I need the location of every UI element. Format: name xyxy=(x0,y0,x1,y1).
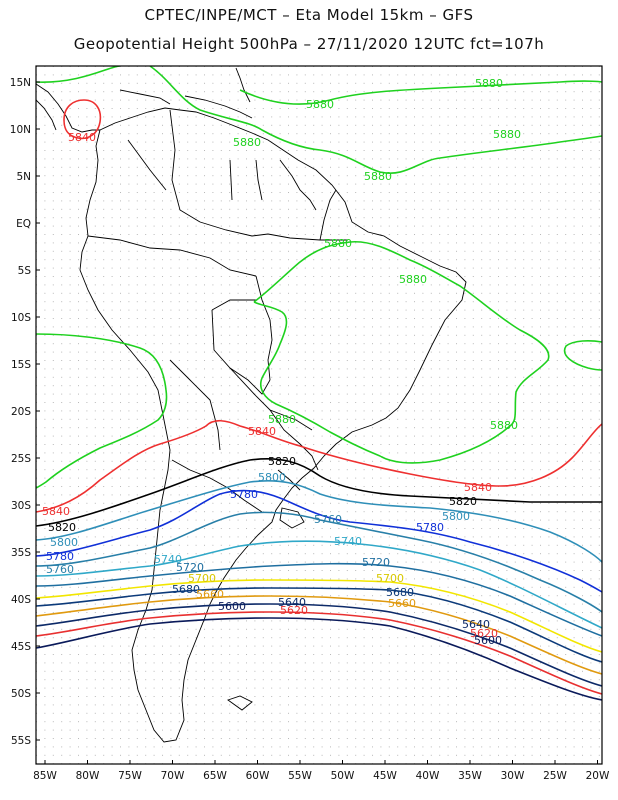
map-title: CPTEC/INPE/MCT – Eta Model 15km – GFS xyxy=(144,6,474,24)
lon-tick-label: 35W xyxy=(458,770,482,782)
lon-tick-label: 40W xyxy=(416,770,440,782)
label-5700: 5700 xyxy=(188,572,216,585)
label-5760: 5760 xyxy=(46,563,74,576)
lon-tick-label: 70W xyxy=(161,770,185,782)
contour-5880-east xyxy=(563,340,602,371)
lon-tick-label: 20W xyxy=(586,770,610,782)
map-subtitle: Geopotential Height 500hPa – 27/11/2020 … xyxy=(73,35,545,53)
latitude-axis: 15N 10N 5N EQ 5S 10S 15S 20S 25S 30S 35S 40S 45S 50S 5… xyxy=(10,77,32,747)
lat-tick-label: 55S xyxy=(11,735,31,747)
lon-tick-label: 45W xyxy=(373,770,397,782)
lat-tick-label: 10S xyxy=(11,312,31,324)
label-5880: 5880 xyxy=(268,413,296,426)
label-5640: 5640 xyxy=(462,618,490,631)
label-5620: 5620 xyxy=(280,604,308,617)
label-5880: 5880 xyxy=(399,273,427,286)
lon-tick-label: 80W xyxy=(76,770,100,782)
label-5840: 5840 xyxy=(68,131,96,144)
lon-tick-label: 85W xyxy=(33,770,57,782)
label-5800: 5800 xyxy=(258,471,286,484)
label-5640: 5640 xyxy=(278,596,306,609)
lat-tick-label: EQ xyxy=(16,218,31,230)
contour-5680 xyxy=(36,587,602,663)
lon-tick-label: 50W xyxy=(331,770,355,782)
contour-5800 xyxy=(36,479,602,563)
label-5600: 5600 xyxy=(218,600,246,613)
contour-5760 xyxy=(36,511,602,613)
contour-5620 xyxy=(36,611,602,695)
contour-5640 xyxy=(36,603,602,687)
label-5660: 5660 xyxy=(196,588,224,601)
lon-tick-label: 65W xyxy=(203,770,227,782)
contour-5820 xyxy=(36,457,602,527)
lat-tick-label: 50S xyxy=(11,688,31,700)
lat-tick-label: 40S xyxy=(11,594,31,606)
label-5880: 5880 xyxy=(306,98,334,111)
label-5800: 5800 xyxy=(442,510,470,523)
label-5880: 5880 xyxy=(493,128,521,141)
label-5720: 5720 xyxy=(362,556,390,569)
contour-5880-brazil xyxy=(253,240,550,464)
map-frame xyxy=(35,65,603,765)
label-5820: 5820 xyxy=(449,495,477,508)
contour-5700 xyxy=(36,579,602,653)
label-5800: 5800 xyxy=(50,536,78,549)
label-5680: 5680 xyxy=(172,583,200,596)
label-5780: 5780 xyxy=(46,550,74,563)
label-5760: 5760 xyxy=(314,513,342,526)
label-5740: 5740 xyxy=(334,535,362,548)
lat-tick-label: 20S xyxy=(11,406,31,418)
contour-5720 xyxy=(36,562,602,637)
lat-tick-label: 30S xyxy=(11,500,31,512)
lat-tick-label: 10N xyxy=(10,124,31,136)
label-5780: 5780 xyxy=(230,488,258,501)
lat-tick-label: 25S xyxy=(11,453,31,465)
contour-5840-circle xyxy=(63,99,102,140)
label-5620: 5620 xyxy=(470,627,498,640)
label-5740: 5740 xyxy=(154,553,182,566)
label-5880: 5880 xyxy=(364,170,392,183)
lon-tick-label: 30W xyxy=(501,770,525,782)
lat-tick-label: 35S xyxy=(11,547,31,559)
longitude-axis: 85W 80W 75W 70W 65W 60W 55W 50W 45W 40W 35W 30W 25W 2… xyxy=(33,770,610,782)
label-5840: 5840 xyxy=(464,481,492,494)
label-5720: 5720 xyxy=(176,561,204,574)
contour-5880-pacific xyxy=(36,333,168,489)
contour-5880-atlantic xyxy=(239,80,602,105)
lat-tick-label: 5N xyxy=(16,171,31,183)
lon-tick-label: 75W xyxy=(118,770,142,782)
label-5880: 5880 xyxy=(324,237,352,250)
label-5680: 5680 xyxy=(386,586,414,599)
label-5780: 5780 xyxy=(416,521,444,534)
lat-tick-label: 15N xyxy=(10,77,31,89)
lat-tick-label: 45S xyxy=(11,641,31,653)
axis-ticks xyxy=(36,81,598,764)
label-5880: 5880 xyxy=(233,136,261,149)
label-5820: 5820 xyxy=(268,455,296,468)
contour-5780 xyxy=(36,489,602,593)
label-5880: 5880 xyxy=(475,77,503,90)
lon-tick-label: 55W xyxy=(288,770,312,782)
lon-tick-label: 25W xyxy=(543,770,567,782)
label-5840: 5840 xyxy=(248,425,276,438)
lat-tick-label: 5S xyxy=(18,265,32,277)
lat-tick-label: 15S xyxy=(11,359,31,371)
label-5600: 5600 xyxy=(474,634,502,647)
contour-5740 xyxy=(36,540,602,629)
label-5840: 5840 xyxy=(42,505,70,518)
label-5700: 5700 xyxy=(376,572,404,585)
label-5820: 5820 xyxy=(48,521,76,534)
contour-5840 xyxy=(36,419,602,513)
coastlines xyxy=(36,67,467,743)
lon-tick-label: 60W xyxy=(246,770,270,782)
contour-5600 xyxy=(36,617,602,701)
label-5880: 5880 xyxy=(490,419,518,432)
contour-5660 xyxy=(36,595,602,675)
label-5660: 5660 xyxy=(388,597,416,610)
